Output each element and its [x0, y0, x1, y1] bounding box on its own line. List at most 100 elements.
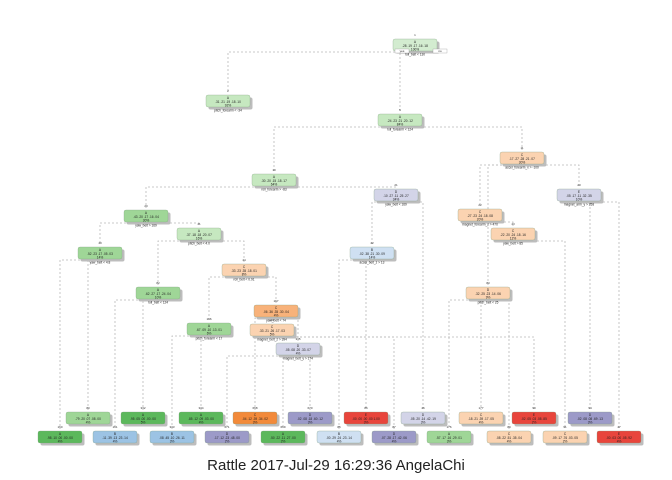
node-id-label: 22 — [478, 203, 482, 207]
node-probabilities: .05 .08 .20 .33 .07 — [285, 348, 311, 352]
node-class-label: A — [142, 413, 145, 417]
tree-edge — [272, 336, 535, 410]
node-percentage: 4% — [113, 439, 118, 443]
leaf-node: 87 D.07 .28 .17 .42 .064% — [371, 425, 419, 446]
leaf-node: 90 E.02 .05 .03 .08 .852% — [511, 406, 559, 427]
node-class-label: C — [254, 413, 257, 417]
node-id-label: 87 — [392, 425, 396, 429]
node-id-label: 20 — [144, 204, 148, 208]
node-id-label: 46 — [421, 406, 425, 410]
node-id-label: 94 — [588, 406, 592, 410]
leaf-node: 668 C.04 .12 .39 .34 .023% — [232, 406, 280, 427]
node-box — [186, 322, 232, 336]
node-id-label: 335 — [295, 337, 300, 341]
node-probabilities: .05 .20 .14 .42 .19 — [410, 417, 436, 421]
node-id-label: 5 — [399, 108, 401, 112]
node-id-label: 90 — [532, 406, 536, 410]
node-probabilities: .04 .12 .39 .34 .02 — [242, 417, 268, 421]
node-percentage: 4% — [507, 439, 512, 443]
node-probabilities: .24 .23 .21 .20 .12 — [387, 119, 413, 123]
node-class-label: C — [508, 432, 511, 436]
node-probabilities: .02 .05 .03 .08 .85 — [521, 417, 547, 421]
node-class-label: D — [422, 413, 425, 417]
node-percentage: 6% — [207, 331, 212, 335]
node-probabilities: .33 .21 .26 .17 .03 — [259, 329, 285, 333]
node-probabilities: .02 .08 .08 .69 .13 — [577, 417, 603, 421]
node-percentage: 84% — [397, 122, 404, 126]
tree-edge — [298, 355, 311, 410]
node-id-label: 177 — [478, 406, 483, 410]
node-percentage: 4% — [199, 420, 204, 424]
node-split-rule: accel_belt_z > 13 — [360, 261, 385, 265]
node-box — [596, 430, 642, 444]
node-percentage: 3% — [170, 439, 175, 443]
tree-edge — [99, 222, 146, 245]
tree-edge — [273, 126, 400, 172]
node-class-label: B — [371, 248, 373, 252]
node-split-rule: yaw_belt < 169 — [385, 203, 407, 207]
node-id-label: 668 — [252, 406, 257, 410]
node-box — [542, 430, 588, 444]
node-id-label: 83 — [486, 281, 490, 285]
node-percentage: 4% — [58, 439, 63, 443]
split-node: 166 A.67 .09 .10 .13 .016% pitch_forearm <… — [186, 317, 234, 341]
node-probabilities: .95 .05 .00 .00 .00 — [130, 417, 156, 421]
node-probabilities: .98 .10 .00 .00 .00 — [47, 436, 73, 440]
node-probabilities: .06 .36 .35 .30 .04 — [263, 310, 289, 314]
node-percentage: 64% — [271, 182, 278, 186]
node-probabilities: .62 .27 .17 .24 .04 — [145, 292, 171, 296]
node-class-label: E — [578, 190, 580, 194]
node-box — [232, 411, 278, 425]
node-box — [486, 430, 532, 444]
tree-edge — [227, 51, 415, 93]
node-probabilities: .02 .08 .18 .60 .12 — [297, 417, 323, 421]
node-probabilities: .79 .20 .07 .08 .00 — [75, 417, 101, 421]
node-class-label: D — [309, 413, 312, 417]
node-percentage: 4% — [86, 420, 91, 424]
node-percentage: 3% — [308, 420, 313, 424]
node-class-label: A — [99, 248, 102, 252]
leaf-node: 670 D.02 .08 .18 .60 .123% — [287, 406, 335, 427]
leaf-node: 161 B.11 .39 .13 .23 .144% — [92, 425, 140, 446]
tree-edge — [365, 259, 372, 410]
node-id-label: 89 — [507, 425, 511, 429]
tree-edge — [114, 299, 158, 429]
node-class-label: C — [243, 265, 246, 269]
node-split-rule: accel_forearm_x > -100 — [505, 166, 539, 170]
node-percentage: 4% — [337, 439, 342, 443]
node-class-label: E — [618, 432, 620, 436]
branch-label-no: no — [432, 48, 448, 54]
node-percentage: 5% — [141, 420, 146, 424]
node-box — [567, 411, 613, 425]
node-class-label: A — [198, 229, 201, 233]
leaf-node: 86 E.00 .00 .00 .00 1.003% — [343, 406, 391, 427]
node-id-label: 10 — [272, 168, 276, 172]
split-node: 167 C.06 .36 .35 .30 .044% yaw_belt < 74 — [253, 299, 301, 323]
leaf-node: 176 A.57 .17 .16 .29 .013% — [426, 425, 474, 446]
leaf-node: 85 B.00 .29 .24 .23 .144% — [316, 425, 364, 446]
node-box — [377, 113, 423, 127]
node-box — [275, 342, 321, 356]
node-box — [253, 304, 299, 318]
node-probabilities: .07 .28 .17 .42 .06 — [381, 436, 407, 440]
node-id-label: 332 — [140, 406, 145, 410]
node-class-label: B — [338, 432, 340, 436]
node-box — [65, 411, 111, 425]
node-class-label: A — [273, 175, 276, 179]
node-box — [426, 430, 472, 444]
node-percentage: 4% — [274, 313, 279, 317]
node-percentage: 12% — [510, 236, 517, 240]
node-probabilities: .50 .22 .11 .27 .00 — [270, 436, 296, 440]
node-id-label: 80 — [86, 406, 90, 410]
leaf-node: 46 D.05 .20 .14 .42 .193% — [400, 406, 448, 427]
node-id-label: 44 — [242, 258, 246, 262]
node-split-rule: magnet_belt_z > 394 — [257, 338, 287, 342]
node-percentage: 100% — [411, 47, 419, 51]
tree-edge — [371, 201, 396, 245]
